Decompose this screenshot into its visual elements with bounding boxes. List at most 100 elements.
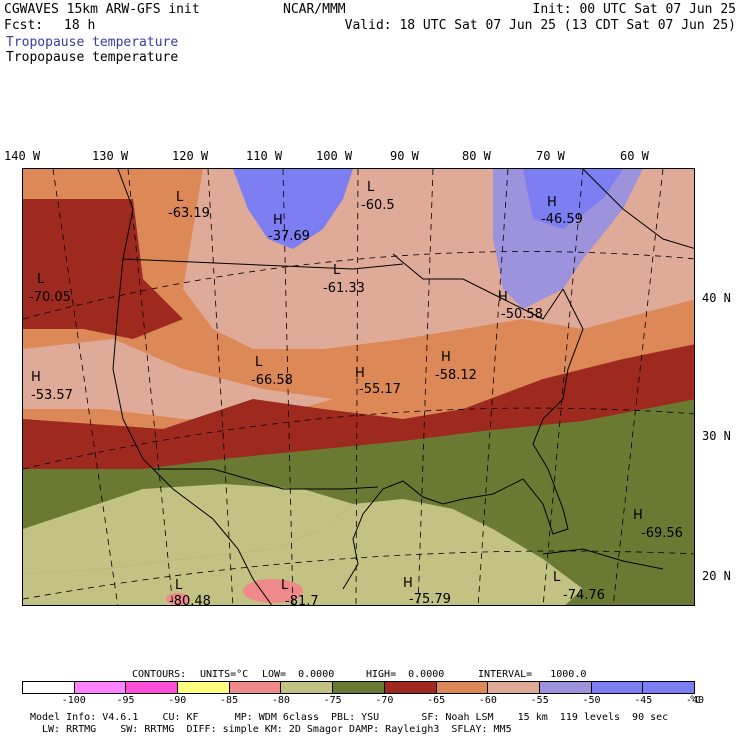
shading-cold-core (243, 579, 303, 603)
extrema-labels: L -63.19 H -37.69 L -60.5 H -46.59 L -70… (29, 180, 683, 606)
lon-label: 120 W (172, 149, 209, 163)
model-info-line1: Model Info: V4.6.1 CU: KF MP: WDM 6class… (30, 712, 669, 723)
colorbar-unit: °C (688, 695, 702, 706)
colorbar-tick-label: -45 (634, 695, 653, 706)
field-title: Tropopause temperature (6, 50, 179, 65)
map-canvas: L -63.19 H -37.69 L -60.5 H -46.59 L -70… (23, 169, 694, 606)
extremum-type: -37.69 (268, 229, 310, 244)
extremum-value: -81.7 (285, 594, 319, 606)
lon-label: 110 W (246, 149, 283, 163)
shading-band-lt-m75-south (23, 499, 583, 605)
extremum-type: L (37, 272, 45, 287)
coastlines (112, 169, 694, 605)
extremum-value: -58.12 (435, 368, 477, 383)
lon-label: 100 W (316, 149, 353, 163)
colorbar-swatch (23, 682, 75, 693)
extremum-type: H (273, 213, 283, 228)
lat-label: 40 N (702, 291, 731, 305)
forecast-hour: 18 h (64, 18, 96, 33)
extremum-value: -69.56 (641, 526, 683, 541)
extremum-type: L (175, 578, 183, 593)
lon-label: 60 W (620, 149, 649, 163)
us-mexico-border (153, 468, 379, 490)
colorbar-tick-label: -85 (220, 695, 239, 706)
colorbar (22, 681, 695, 694)
tropopause-temperature-map: L -63.19 H -37.69 L -60.5 H -46.59 L -70… (22, 168, 695, 606)
colorbar-tick-label: -70 (375, 695, 394, 706)
colorbar-tick-label: -65 (427, 695, 446, 706)
extremum-type: L (176, 190, 184, 205)
us-canada-border (122, 258, 404, 270)
lat-label: 30 N (702, 429, 731, 443)
shading-band-m70-m65-northwest (23, 199, 183, 339)
valid-time: Valid: 18 UTC Sat 07 Jun 25 (13 CDT Sat … (344, 18, 736, 33)
longitude-line (477, 169, 509, 605)
longitude-line (355, 169, 359, 605)
colorbar-tick-label: -90 (168, 695, 187, 706)
extremum-type: H (355, 366, 365, 381)
pacific-coast (112, 169, 273, 605)
colorbar-tick-label: -50 (582, 695, 601, 706)
colorbar-tick-label: -60 (478, 695, 497, 706)
colorbar-swatch (539, 682, 592, 693)
colorbar-swatch (126, 682, 179, 693)
extremum-value: -60.5 (361, 198, 395, 213)
lon-label: 140 W (4, 149, 41, 163)
longitude-line (282, 169, 294, 605)
longitude-line (127, 169, 174, 605)
colorbar-swatch (74, 682, 127, 693)
extremum-value: -66.58 (251, 373, 293, 388)
shading-high-north (233, 169, 353, 249)
canada-east-coast (582, 169, 694, 249)
longitude-line (52, 169, 119, 605)
extremum-value: -70.05 (29, 290, 71, 305)
contours-high: HIGH= 0.0000 (366, 669, 445, 680)
colorbar-tick-label: -40 (685, 695, 705, 706)
field-title-blue: Tropopause temperature (6, 35, 179, 50)
extremum-type: L (367, 180, 375, 195)
longitude-line (417, 169, 434, 605)
model-info-line2: LW: RRTMG SW: RRTMG DIFF: simple KM: 2D … (42, 724, 512, 735)
extremum-value: -80.48 (169, 594, 211, 606)
extremum-value: -74.76 (563, 588, 605, 603)
forecast-label: Fcst: (4, 18, 44, 33)
colorbar-tick-label: -95 (116, 695, 135, 706)
contours-units: UNITS=°C (200, 669, 249, 680)
colorbar-tick-label: -75 (323, 695, 342, 706)
great-lakes-outline (392, 253, 564, 320)
lon-label: 70 W (536, 149, 565, 163)
extremum-value: -55.17 (359, 382, 401, 397)
cuba-outline (542, 548, 664, 570)
extremum-value: -61.33 (323, 281, 365, 296)
extremum-value: -75.79 (409, 592, 451, 606)
longitude-line (207, 169, 234, 605)
shading-band-lt-m75 (23, 484, 353, 574)
colorbar-tick-label: -80 (271, 695, 290, 706)
colorbar-tick-label: -100 (61, 695, 86, 706)
init-time: Init: 00 UTC Sat 07 Jun 25 (532, 2, 737, 17)
contours-low: LOW= 0.0000 (262, 669, 335, 680)
graticule (23, 169, 694, 605)
lon-label: 80 W (462, 149, 491, 163)
longitude-line (542, 169, 584, 605)
extremum-type: H (441, 350, 451, 365)
lon-label: 130 W (92, 149, 129, 163)
extremum-type: H (633, 508, 643, 523)
contours-interval: INTERVAL= 1000.0 (478, 669, 587, 680)
colorbar-swatch (643, 682, 694, 693)
extremum-type: L (333, 263, 341, 278)
extremum-type: L (553, 570, 561, 585)
longitude-line (612, 169, 664, 605)
colorbar-swatch (488, 682, 540, 693)
east-gulf-coast (342, 288, 584, 590)
lat-label: 20 N (702, 569, 731, 583)
lon-label: 90 W (390, 149, 419, 163)
model-title: CGWAVES 15km ARW-GFS init (4, 2, 200, 17)
colorbar-swatch (333, 682, 385, 693)
latitude-line (23, 251, 694, 320)
extremum-type: H (403, 576, 413, 591)
extremum-type: L (255, 355, 263, 370)
shading-band-m60-m55-west (23, 339, 333, 419)
extremum-type: L (281, 578, 289, 593)
colorbar-swatch (281, 682, 334, 693)
